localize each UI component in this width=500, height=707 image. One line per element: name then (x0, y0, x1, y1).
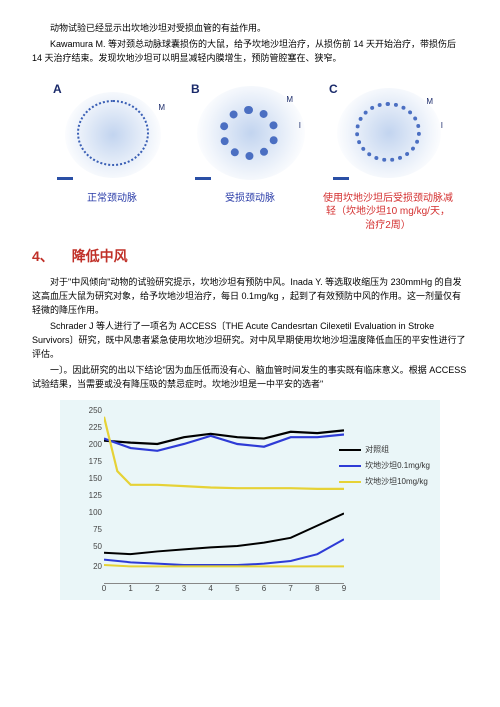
fig-panel-b: B M I (185, 76, 315, 186)
figure-1-captions: 正常颈动脉 受损颈动脉 使用坎地沙坦后受损颈动脉减轻（坎地沙坦10 mg/kg/… (32, 192, 468, 233)
section-4-p2: Schrader J 等人进行了一项名为 ACCESS〔THE Acute Ca… (32, 320, 468, 362)
intro-p2: Kawamura M. 等对颈总动脉球囊损伤的大鼠，给予坎地沙坦治疗，从损伤前 … (32, 38, 468, 66)
section-4-num: 4、 (32, 248, 54, 264)
fig-label-c: C (329, 80, 338, 99)
section-4-heading: 4、 降低中风 (32, 246, 468, 268)
section-4-title: 降低中风 (72, 248, 128, 264)
chart-legend: 对照组坎地沙坦0.1mg/kg坎地沙坦10mg/kg (339, 444, 430, 493)
fig-cap-c: 使用坎地沙坦后受损颈动脉减轻（坎地沙坦10 mg/kg/天，治疗2周） (323, 192, 453, 233)
section-4-p1: 对于"中风倾向"动物的试验研究提示，坎地沙坦有预防中风。Inada Y. 等选取… (32, 276, 468, 318)
fig-label-a: A (53, 80, 62, 99)
fig-label-b: B (191, 80, 200, 99)
fig-panel-c: C M I (323, 76, 453, 186)
section-4-p3: 一〕。因此研究的出以下结论"因为血压低而没有心、脑血管时间发生的事实既有临床意义… (32, 364, 468, 392)
fig-cap-b: 受损颈动脉 (185, 192, 315, 233)
figure-1: A M B M I C M I (32, 76, 468, 186)
fig-cap-a: 正常颈动脉 (47, 192, 177, 233)
intro-p1: 动物试验已经显示出坎地沙坦对受损血管的有益作用。 (32, 22, 468, 36)
chart-stroke: 205075100125150175200225250 0123456789 对… (60, 400, 440, 600)
fig-panel-a: A M (47, 76, 177, 186)
